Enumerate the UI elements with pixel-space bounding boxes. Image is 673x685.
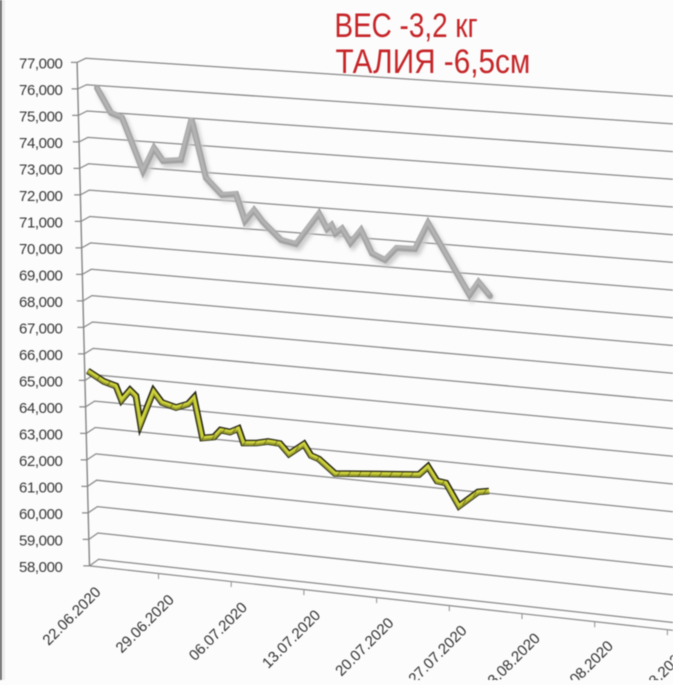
svg-text:77,000: 77,000 [19, 55, 63, 72]
svg-text:58,000: 58,000 [19, 559, 63, 576]
svg-text:62,000: 62,000 [19, 453, 63, 470]
svg-text:61,000: 61,000 [19, 479, 63, 496]
svg-text:59,000: 59,000 [19, 532, 63, 549]
svg-text:75,000: 75,000 [19, 108, 63, 125]
svg-text:76,000: 76,000 [19, 82, 63, 99]
svg-text:60,000: 60,000 [19, 506, 63, 523]
svg-text:74,000: 74,000 [19, 135, 63, 152]
svg-text:68,000: 68,000 [19, 294, 63, 311]
svg-text:73,000: 73,000 [19, 161, 63, 178]
svg-text:64,000: 64,000 [19, 400, 63, 417]
svg-text:ВЕС -3,2 кг: ВЕС -3,2 кг [335, 6, 478, 44]
svg-text:ТАЛИЯ -6,5см: ТАЛИЯ -6,5см [336, 42, 531, 80]
svg-text:63,000: 63,000 [19, 426, 63, 443]
svg-text:65,000: 65,000 [19, 373, 63, 390]
svg-text:69,000: 69,000 [19, 267, 63, 284]
svg-text:66,000: 66,000 [19, 347, 63, 364]
svg-text:67,000: 67,000 [19, 320, 63, 337]
svg-text:70,000: 70,000 [19, 241, 63, 258]
svg-text:71,000: 71,000 [19, 214, 63, 231]
svg-text:72,000: 72,000 [19, 188, 63, 205]
